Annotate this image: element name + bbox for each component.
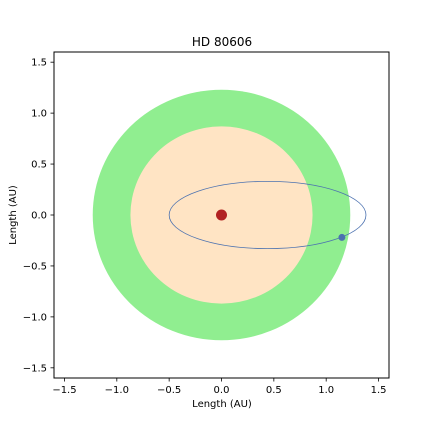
y-tick-label: −1.0 xyxy=(23,312,47,323)
x-tick-label: 1.0 xyxy=(318,385,334,396)
x-tick-label: 1.5 xyxy=(371,385,387,396)
plot-area xyxy=(92,89,367,341)
star-marker xyxy=(216,209,227,221)
planet-marker xyxy=(338,233,346,241)
x-tick-label: 0.5 xyxy=(266,385,282,396)
x-tick-label: −1.0 xyxy=(105,385,129,396)
y-tick-label: −0.5 xyxy=(23,261,47,272)
y-axis-label: Length (AU) xyxy=(8,185,19,245)
x-axis-label: Length (AU) xyxy=(192,399,252,410)
x-tick-label: −0.5 xyxy=(157,385,181,396)
axis-ticks: −1.5 −1.0 −0.5 0.0 0.5 1.0 1.5 1.5 1.0 0.5 0.0 −0.5… xyxy=(23,58,387,396)
y-tick-label: 1.0 xyxy=(31,109,47,120)
y-tick-label: 0.0 xyxy=(31,211,47,222)
y-tick-label: 1.5 xyxy=(31,58,47,69)
x-tick-label: −1.5 xyxy=(52,385,76,396)
y-tick-label: −1.5 xyxy=(23,363,47,374)
y-tick-label: 0.5 xyxy=(31,160,47,171)
orbit-ellipse xyxy=(168,180,367,250)
x-tick-label: 0.0 xyxy=(214,385,230,396)
chart-title: HD 80606 xyxy=(192,35,252,49)
